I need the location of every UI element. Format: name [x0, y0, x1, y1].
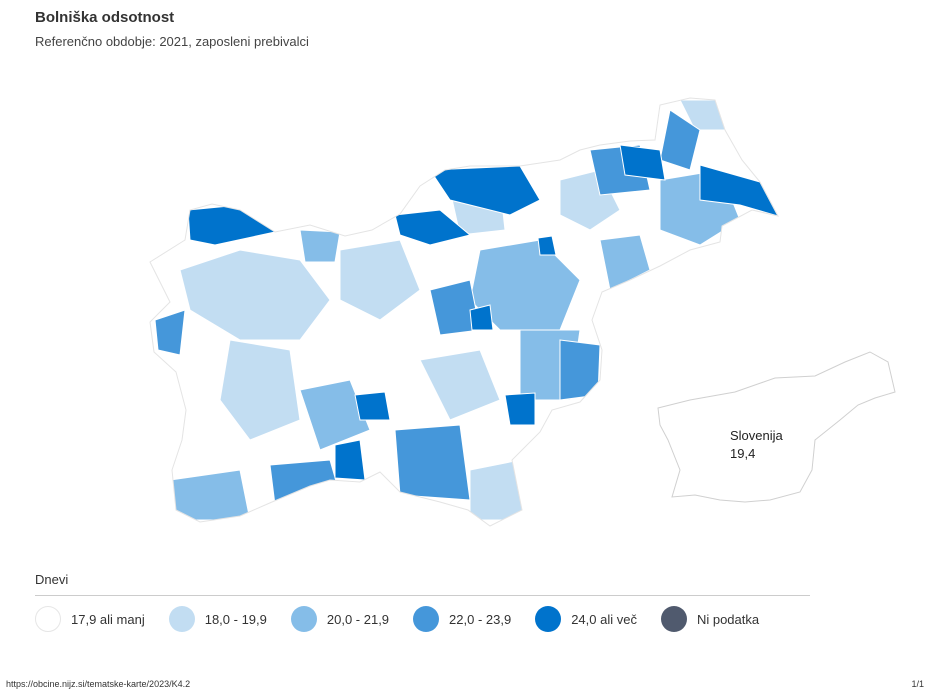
region-class-4[interactable] — [659, 109, 701, 171]
page-number: 1/1 — [911, 679, 924, 689]
region-class-5[interactable] — [504, 392, 536, 426]
region-class-5[interactable] — [394, 209, 472, 246]
region-class-3[interactable] — [299, 229, 341, 263]
region-class-5[interactable] — [619, 144, 666, 181]
region-class-5[interactable] — [429, 165, 541, 216]
legend-divider — [35, 595, 810, 596]
legend-item: 18,0 - 19,9 — [168, 606, 267, 632]
legend-item: 20,0 - 21,9 — [290, 606, 390, 632]
legend-item: 17,9 ali manj — [35, 606, 145, 632]
region-class-2[interactable] — [469, 459, 526, 521]
region-class-5[interactable] — [334, 439, 366, 481]
legend-swatch — [413, 606, 440, 632]
legend-label: 24,0 ali več — [571, 611, 637, 627]
legend-swatch — [290, 606, 317, 632]
footer-url: https://obcine.nijz.si/tematske-karte/20… — [6, 679, 191, 689]
region-class-4[interactable] — [394, 424, 471, 501]
inset-national-value: 19,4 — [730, 446, 756, 461]
legend-item: 24,0 ali več — [535, 606, 637, 632]
region-class-4[interactable] — [559, 339, 601, 401]
legend-title: Dnevi — [35, 572, 69, 587]
legend-swatch — [535, 606, 562, 632]
legend-label: 17,9 ali manj — [71, 611, 145, 627]
inset-label: Slovenija 19,4 — [730, 427, 783, 463]
region-class-2[interactable] — [219, 339, 301, 441]
legend-item: Ni podatka — [660, 606, 760, 632]
inset-region-name: Slovenija — [730, 428, 783, 443]
legend-swatch — [35, 606, 61, 632]
page-title: Bolniška odsotnost — [35, 9, 175, 26]
legend-label: 20,0 - 21,9 — [326, 611, 390, 627]
region-class-4[interactable] — [154, 309, 186, 356]
legend-swatch — [168, 606, 195, 632]
region-class-2[interactable] — [179, 249, 331, 341]
legend-item: 22,0 - 23,9 — [413, 606, 511, 632]
legend-swatch — [660, 606, 687, 632]
legend-label: 18,0 - 19,9 — [204, 611, 267, 627]
region-class-5[interactable] — [699, 164, 778, 217]
region-class-5[interactable] — [354, 391, 391, 421]
region-class-3[interactable] — [299, 379, 371, 451]
region-class-2[interactable] — [339, 239, 421, 321]
municipality-map — [149, 97, 896, 527]
region-class-5[interactable] — [537, 235, 557, 256]
region-class-5[interactable] — [469, 304, 494, 331]
legend-label: 22,0 - 23,9 — [449, 611, 512, 627]
page-subtitle: Referenčno obdobje: 2021, zaposleni preb… — [35, 34, 309, 49]
slovenia-inset-map[interactable] — [657, 351, 896, 503]
map-outline — [149, 97, 779, 527]
legend: 17,9 ali manj 18,0 - 19,9 20,0 - 21,9 22… — [35, 606, 783, 632]
legend-label: Ni podatka — [696, 611, 760, 627]
region-class-2[interactable] — [419, 349, 501, 421]
